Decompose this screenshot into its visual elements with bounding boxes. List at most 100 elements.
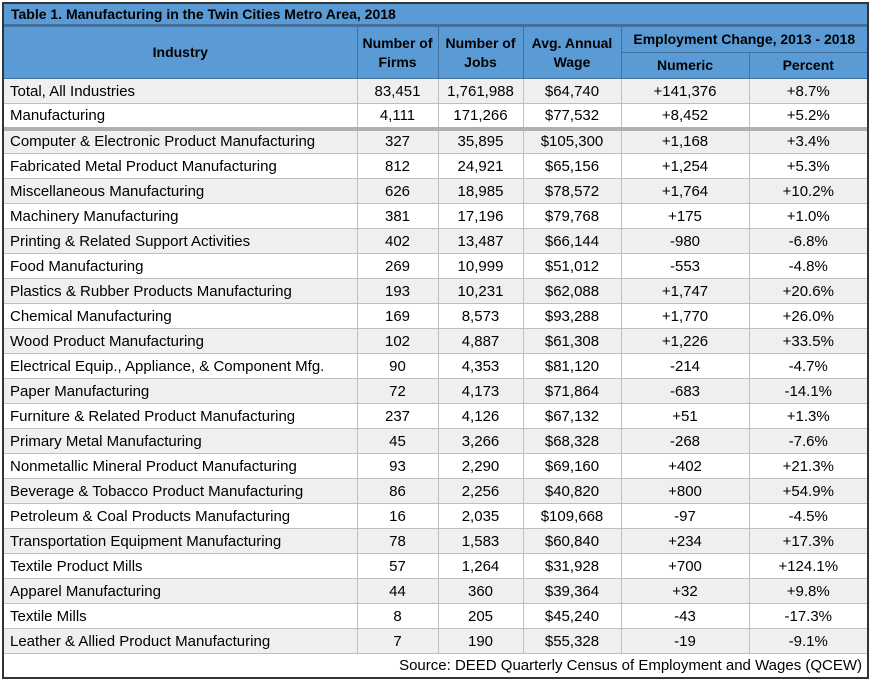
cell-firms: 78: [356, 528, 439, 554]
table-row: Computer & Electronic Product Manufactur…: [4, 128, 868, 154]
cell-numeric: -19: [620, 628, 750, 654]
cell-percent: +20.6%: [748, 278, 868, 304]
cell-numeric: +1,770: [620, 303, 750, 329]
cell-wage: $69,160: [522, 453, 622, 479]
cell-industry: Computer & Electronic Product Manufactur…: [4, 128, 358, 154]
cell-numeric: +1,226: [620, 328, 750, 354]
table-row: Paper Manufacturing 72 4,173 $71,864 -683 -14…: [4, 378, 868, 404]
cell-jobs: 13,487: [437, 228, 524, 254]
cell-jobs: 2,035: [437, 503, 524, 529]
cell-firms: 93: [356, 453, 439, 479]
cell-wage: $61,308: [522, 328, 622, 354]
cell-percent: -7.6%: [748, 428, 868, 454]
cell-industry: Primary Metal Manufacturing: [4, 428, 358, 454]
cell-industry: Textile Product Mills: [4, 553, 358, 579]
table-row: Transportation Equipment Manufacturing 78…: [4, 528, 868, 554]
cell-numeric: -683: [620, 378, 750, 404]
cell-numeric: -43: [620, 603, 750, 629]
cell-firms: 193: [356, 278, 439, 304]
col-header-employment-change: Employment Change, 2013 - 2018: [620, 26, 868, 53]
cell-jobs: 4,173: [437, 378, 524, 404]
cell-industry: Total, All Industries: [4, 78, 358, 104]
cell-industry: Paper Manufacturing: [4, 378, 358, 404]
table-row: Leather & Allied Product Manufacturing 7 1…: [4, 628, 868, 654]
cell-numeric: +1,764: [620, 178, 750, 204]
cell-percent: -6.8%: [748, 228, 868, 254]
cell-firms: 8: [356, 603, 439, 629]
cell-wage: $64,740: [522, 78, 622, 104]
cell-firms: 44: [356, 578, 439, 604]
cell-industry: Electrical Equip., Appliance, & Componen…: [4, 353, 358, 379]
cell-firms: 7: [356, 628, 439, 654]
cell-wage: $105,300: [522, 128, 622, 154]
cell-percent: +5.3%: [748, 153, 868, 179]
table-row: Food Manufacturing 269 10,999 $51,012 -553 -4…: [4, 253, 868, 279]
cell-wage: $62,088: [522, 278, 622, 304]
cell-firms: 327: [356, 128, 439, 154]
cell-numeric: -980: [620, 228, 750, 254]
cell-wage: $66,144: [522, 228, 622, 254]
cell-wage: $60,840: [522, 528, 622, 554]
cell-wage: $39,364: [522, 578, 622, 604]
cell-numeric: +175: [620, 203, 750, 229]
cell-numeric: +700: [620, 553, 750, 579]
cell-firms: 16: [356, 503, 439, 529]
cell-industry: Leather & Allied Product Manufacturing: [4, 628, 358, 654]
table-body: Total, All Industries 83,451 1,761,988 $64,…: [4, 78, 868, 654]
cell-percent: -4.7%: [748, 353, 868, 379]
cell-firms: 45: [356, 428, 439, 454]
cell-firms: 90: [356, 353, 439, 379]
cell-numeric: +402: [620, 453, 750, 479]
col-header-industry: Industry: [4, 26, 358, 79]
cell-numeric: -97: [620, 503, 750, 529]
cell-industry: Transportation Equipment Manufacturing: [4, 528, 358, 554]
cell-jobs: 8,573: [437, 303, 524, 329]
col-header-numeric: Numeric: [621, 52, 750, 79]
table-row: Plastics & Rubber Products Manufacturing…: [4, 278, 868, 304]
cell-jobs: 24,921: [437, 153, 524, 179]
cell-numeric: +1,747: [620, 278, 750, 304]
cell-wage: $93,288: [522, 303, 622, 329]
table-row: Fabricated Metal Product Manufacturing 81…: [4, 153, 868, 179]
table-row: Chemical Manufacturing 169 8,573 $93,288 +1,…: [4, 303, 868, 329]
cell-wage: $45,240: [522, 603, 622, 629]
col-header-jobs: Number of Jobs: [437, 26, 524, 79]
table-row: Furniture & Related Product Manufacturin…: [4, 403, 868, 429]
cell-jobs: 35,895: [437, 128, 524, 154]
cell-wage: $68,328: [522, 428, 622, 454]
data-table: Industry Number of Firms Number of Jobs …: [4, 26, 868, 677]
col-header-wage: Avg. Annual Wage: [522, 26, 622, 79]
cell-numeric: +8,452: [620, 103, 750, 131]
col-header-percent: Percent: [748, 52, 868, 79]
table-row: Wood Product Manufacturing 102 4,887 $61,30…: [4, 328, 868, 354]
source-note: Source: DEED Quarterly Census of Employm…: [4, 653, 868, 677]
cell-wage: $77,532: [522, 103, 622, 131]
cell-percent: +3.4%: [748, 128, 868, 154]
cell-jobs: 205: [437, 603, 524, 629]
cell-percent: +21.3%: [748, 453, 868, 479]
table-row: Petroleum & Coal Products Manufacturing 1…: [4, 503, 868, 529]
cell-industry: Printing & Related Support Activities: [4, 228, 358, 254]
cell-percent: -17.3%: [748, 603, 868, 629]
cell-firms: 169: [356, 303, 439, 329]
cell-jobs: 10,231: [437, 278, 524, 304]
cell-industry: Manufacturing: [4, 103, 358, 131]
cell-percent: +5.2%: [748, 103, 868, 131]
table-row: Total, All Industries 83,451 1,761,988 $64,…: [4, 78, 868, 104]
cell-percent: -4.8%: [748, 253, 868, 279]
cell-percent: -9.1%: [748, 628, 868, 654]
cell-wage: $31,928: [522, 553, 622, 579]
table-row: Electrical Equip., Appliance, & Componen…: [4, 353, 868, 379]
cell-numeric: -553: [620, 253, 750, 279]
cell-percent: +8.7%: [748, 78, 868, 104]
cell-jobs: 4,353: [437, 353, 524, 379]
cell-numeric: +141,376: [620, 78, 750, 104]
cell-jobs: 4,126: [437, 403, 524, 429]
cell-wage: $51,012: [522, 253, 622, 279]
cell-jobs: 1,761,988: [437, 78, 524, 104]
cell-wage: $78,572: [522, 178, 622, 204]
cell-jobs: 190: [437, 628, 524, 654]
cell-percent: +33.5%: [748, 328, 868, 354]
cell-industry: Miscellaneous Manufacturing: [4, 178, 358, 204]
